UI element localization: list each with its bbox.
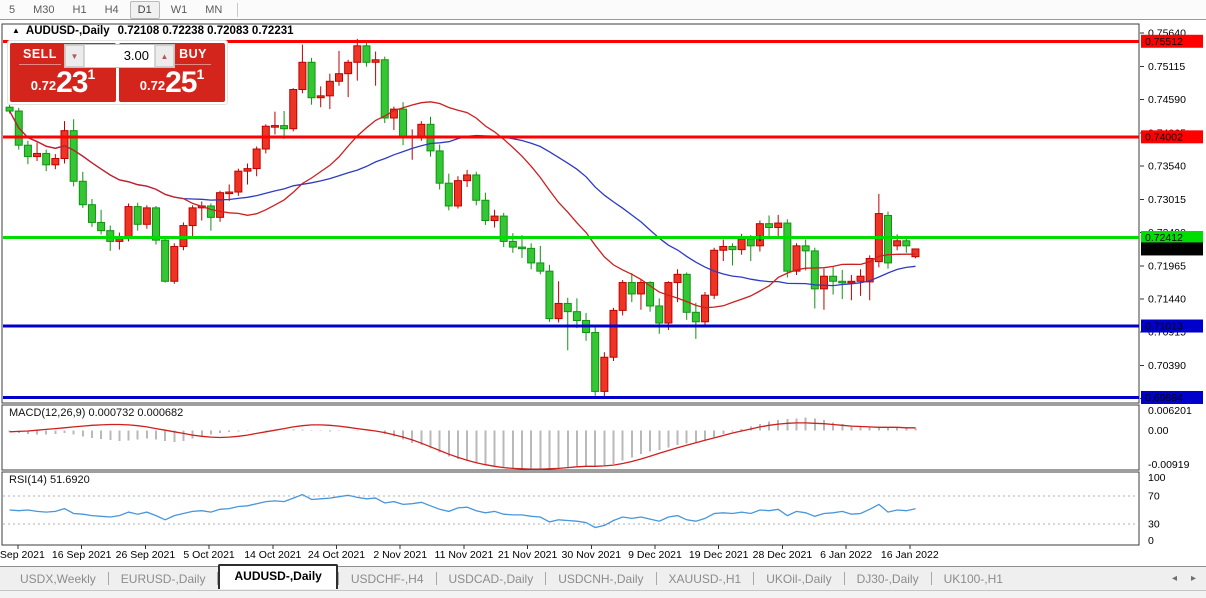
svg-text:0.72231: 0.72231 (1145, 243, 1183, 255)
svg-text:0.00: 0.00 (1148, 425, 1169, 437)
panel-frames (1, 23, 1140, 546)
chart-tab-usdchf-h4[interactable]: USDCHF-,H4 (350, 571, 424, 586)
tab-separator (217, 572, 219, 585)
svg-text:28 Dec 2021: 28 Dec 2021 (753, 549, 813, 561)
svg-text:0.75512: 0.75512 (1145, 36, 1183, 48)
tab-scroll-left-icon[interactable]: ◂ (1171, 573, 1177, 584)
bottom-strip (0, 590, 1206, 598)
svg-text:0.75115: 0.75115 (1148, 61, 1185, 73)
candlestick-series (5, 38, 920, 398)
svg-text:30: 30 (1148, 519, 1160, 531)
arrow-down-marker: ↓ (757, 232, 762, 244)
tab-separator (435, 572, 437, 585)
timeframe-button-5[interactable]: 5 (9, 3, 16, 16)
svg-text:0.74002: 0.74002 (1145, 131, 1183, 143)
svg-text:0: 0 (1148, 535, 1154, 547)
price-axis: 0.756400.751150.745900.740650.735400.730… (1140, 28, 1203, 405)
volume-increase-button[interactable]: ▲ (155, 45, 174, 67)
volume-decrease-button[interactable]: ▼ (65, 45, 84, 67)
chart-tab-ukoil-daily[interactable]: UKOil-,Daily (766, 571, 832, 586)
timeframe-button-h1[interactable]: H1 (72, 3, 87, 16)
tab-separator (753, 572, 755, 585)
tab-separator (930, 572, 932, 585)
svg-text:19 Dec 2021: 19 Dec 2021 (689, 549, 749, 561)
svg-text:30 Nov 2021: 30 Nov 2021 (562, 549, 622, 561)
svg-text:11 Nov 2021: 11 Nov 2021 (435, 549, 494, 561)
timeframe-button-m30[interactable]: M30 (33, 3, 55, 16)
chart-tab-uk100-h1[interactable]: UK100-,H1 (943, 571, 1003, 586)
tab-separator (107, 572, 109, 585)
sell-price: 0.72231 (30, 66, 96, 99)
svg-text:0.71965: 0.71965 (1148, 260, 1186, 272)
svg-text:0.71440: 0.71440 (1148, 294, 1186, 306)
rsi-indicator: 100 70 30 0 (3, 472, 1166, 547)
timeframe-button-w1[interactable]: W1 (170, 3, 188, 16)
timeframe-button-h4[interactable]: H4 (104, 3, 119, 16)
timeframe-button-d1[interactable]: D1 (129, 0, 160, 19)
svg-text:26 Sep 2021: 26 Sep 2021 (116, 549, 176, 561)
svg-text:0.71013: 0.71013 (1145, 321, 1183, 333)
tab-separator (337, 572, 339, 585)
svg-text:0.72412: 0.72412 (1145, 232, 1183, 244)
svg-text:2 Nov 2021: 2 Nov 2021 (373, 549, 427, 561)
macd-indicator: 0.006201 0.00 -0.00919 (8, 405, 1192, 471)
buy-label: BUY (175, 46, 211, 65)
svg-text:↓: ↓ (757, 232, 762, 244)
sell-label: SELL (19, 46, 61, 65)
svg-text:100: 100 (1148, 472, 1166, 484)
chart-tabs: USDX,Weekly EURUSD-,Daily AUDUSD-,Daily USD… (0, 564, 1206, 590)
chart-ohlc-values: 0.72108 0.72238 0.72083 0.72231 (117, 25, 294, 37)
chart-tab-usdcad-daily[interactable]: USDCAD-,Daily (448, 571, 534, 586)
chart-symbol-label: AUDUSD-,Daily (25, 25, 110, 37)
chart-title: ▲ AUDUSD-,Daily 0.72108 0.72238 0.72083 0.… (12, 25, 294, 37)
macd-label: MACD(12,26,9) 0.000732 0.000682 (9, 407, 184, 419)
chart-tab-usdx-weekly[interactable]: USDX,Weekly (20, 571, 96, 586)
tab-separator (843, 572, 845, 585)
svg-text:0.73015: 0.73015 (1148, 194, 1186, 206)
chart-tab-eurusd-daily[interactable]: EURUSD-,Daily (120, 571, 206, 586)
svg-text:21 Nov 2021: 21 Nov 2021 (498, 549, 558, 561)
tab-separator (655, 572, 657, 585)
svg-text:0.69884: 0.69884 (1145, 392, 1183, 404)
buy-price: 0.72251 (139, 66, 205, 99)
svg-text:0.74590: 0.74590 (1148, 94, 1186, 106)
svg-text:0.006201: 0.006201 (1148, 405, 1192, 417)
timeframe-toolbar: 5 M30 H1 H4 D1 W1 MN (0, 0, 1206, 20)
svg-text:16 Jan 2022: 16 Jan 2022 (881, 549, 939, 561)
toolbar-separator (237, 2, 239, 17)
svg-text:-0.00919: -0.00919 (1148, 459, 1190, 471)
one-click-trading-panel: SELL 0.72231 BUY 0.72251 ▼ 3.00 ▲ (7, 40, 228, 105)
volume-input[interactable]: 3.00 (84, 45, 155, 67)
chart-tab-audusd-daily[interactable]: AUDUSD-,Daily (218, 564, 338, 589)
svg-text:7 Sep 2021: 7 Sep 2021 (0, 549, 45, 561)
svg-text:70: 70 (1148, 491, 1160, 503)
collapse-icon[interactable]: ▲ (12, 26, 20, 35)
svg-text:14 Oct 2021: 14 Oct 2021 (244, 549, 301, 561)
tab-separator (545, 572, 547, 585)
svg-text:9 Dec 2021: 9 Dec 2021 (628, 549, 682, 561)
rsi-label: RSI(14) 51.6920 (9, 474, 90, 486)
tab-scroll-right-icon[interactable]: ▸ (1190, 573, 1196, 584)
svg-text:24 Oct 2021: 24 Oct 2021 (308, 549, 365, 561)
chart-tab-usdcnh-daily[interactable]: USDCNH-,Daily (558, 571, 644, 586)
timeframe-button-mn[interactable]: MN (205, 3, 223, 16)
svg-text:16 Sep 2021: 16 Sep 2021 (52, 549, 112, 561)
svg-text:6 Jan 2022: 6 Jan 2022 (820, 549, 872, 561)
svg-text:5 Oct 2021: 5 Oct 2021 (183, 549, 235, 561)
chart-tab-xauusd-h1[interactable]: XAUUSD-,H1 (668, 571, 742, 586)
date-axis: 7 Sep 2021 16 Sep 2021 26 Sep 2021 5 Oct 20… (0, 545, 939, 561)
svg-text:0.73540: 0.73540 (1148, 161, 1186, 173)
svg-text:0.70390: 0.70390 (1148, 360, 1186, 372)
chart-tab-dj30-daily[interactable]: DJ30-,Daily (856, 571, 919, 586)
